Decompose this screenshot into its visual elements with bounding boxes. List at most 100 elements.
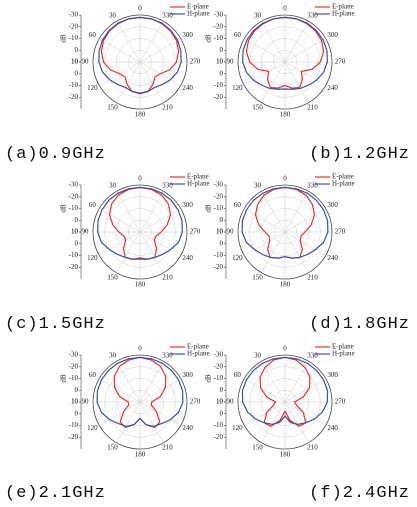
grid-spoke [139, 208, 181, 233]
r-tick-label: 0 [220, 386, 224, 394]
angle-label: 0 [283, 175, 287, 183]
r-tick-label: -10 [69, 204, 79, 212]
angle-label: 30 [109, 352, 117, 360]
r-tick-label: 10 [216, 228, 224, 236]
angle-label: 30 [254, 12, 262, 20]
angle-label: 180 [280, 281, 291, 289]
grid-spoke [139, 401, 181, 426]
grid-spoke [139, 401, 164, 443]
polar-plot: 0306090120150180210240270300330101000-10… [60, 343, 210, 459]
angle-label: 270 [190, 228, 201, 236]
r-tick-label: 0 [220, 239, 224, 247]
angle-label: 210 [162, 274, 173, 282]
angle-label: 0 [283, 345, 287, 353]
angle-label: 150 [107, 444, 118, 452]
r-tick-label: 0 [75, 69, 79, 77]
grid-spoke [284, 208, 326, 233]
angle-label: 180 [135, 451, 146, 459]
angle-label: 270 [335, 58, 346, 66]
grid-spoke [139, 231, 181, 256]
r-tick-label: -10 [69, 251, 79, 259]
angle-label: 210 [307, 444, 318, 452]
angle-label: 330 [307, 352, 318, 360]
grid-spoke [139, 361, 164, 403]
legend-label: E-plane [187, 173, 209, 181]
pattern-line [259, 356, 311, 428]
angle-label: 210 [162, 104, 173, 112]
polar-plot: 0306090120150180210240270300330101000-10… [205, 3, 355, 119]
grid-spoke [116, 361, 141, 403]
angle-label: 120 [87, 424, 98, 432]
r-tick-label: -10 [214, 34, 224, 42]
angle-label: 90 [227, 228, 235, 236]
legend-label: H-plane [187, 180, 210, 188]
r-tick-label: 10 [71, 228, 79, 236]
r-tick-label: -20 [214, 192, 224, 200]
r-tick-label: -10 [214, 204, 224, 212]
legend-label: H-plane [332, 350, 355, 358]
r-tick-label: -10 [69, 421, 79, 429]
grid-spoke [99, 231, 141, 256]
r-tick-label: -10 [214, 421, 224, 429]
r-tick-label: -30 [69, 181, 79, 189]
angle-label: 180 [280, 111, 291, 119]
r-tick-label: 10 [71, 228, 79, 236]
grid-spoke [139, 191, 164, 233]
angle-label: 330 [307, 182, 318, 190]
grid-spoke [116, 21, 141, 63]
grid-spoke [116, 401, 141, 443]
angle-label: 150 [107, 274, 118, 282]
angle-label: 120 [87, 254, 98, 262]
r-tick-label: -20 [214, 433, 224, 441]
grid-spoke [261, 191, 286, 233]
grid-spoke [284, 21, 309, 63]
angle-label: 0 [283, 5, 287, 13]
angle-label: 120 [232, 84, 243, 92]
angle-label: 60 [89, 371, 97, 379]
r-tick-label: 0 [220, 46, 224, 54]
grid-spoke [284, 401, 326, 426]
angle-label: 90 [82, 398, 90, 406]
angle-label: 180 [280, 451, 291, 459]
grid-spoke [139, 231, 164, 273]
angle-label: 210 [307, 274, 318, 282]
polar-plot: 0306090120150180210240270300330101000-10… [60, 173, 210, 289]
angle-label: 30 [109, 12, 117, 20]
legend-label: E-plane [332, 173, 354, 181]
r-tick-label: -30 [69, 11, 79, 19]
grid-spoke [261, 21, 286, 63]
r-tick-label: -30 [214, 351, 224, 359]
grid-spoke [284, 231, 326, 256]
angle-label: 180 [135, 111, 146, 119]
angle-label: 180 [135, 281, 146, 289]
angle-label: 60 [234, 31, 242, 39]
grid-spoke [284, 61, 309, 103]
grid-spoke [284, 401, 309, 443]
angle-label: 270 [335, 228, 346, 236]
grid-spoke [244, 208, 286, 233]
r-tick-label: 0 [75, 46, 79, 54]
legend-label: H-plane [332, 180, 355, 188]
angle-label: 300 [182, 201, 193, 209]
legend-label: E-plane [187, 3, 209, 11]
angle-label: 150 [252, 444, 263, 452]
r-tick-label: 10 [216, 228, 224, 236]
angle-label: 30 [254, 352, 262, 360]
angle-label: 120 [87, 84, 98, 92]
angle-label: 300 [182, 371, 193, 379]
pattern-line [98, 16, 182, 94]
grid-spoke [139, 378, 181, 403]
r-tick-label: -20 [69, 192, 79, 200]
r-axis-label: dB [205, 204, 213, 213]
r-tick-label: 10 [216, 58, 224, 66]
angle-label: 330 [307, 12, 318, 20]
r-tick-label: 0 [75, 409, 79, 417]
angle-label: 60 [89, 201, 97, 209]
angle-label: 0 [138, 175, 142, 183]
pattern-line [241, 186, 329, 259]
angle-label: 150 [252, 274, 263, 282]
r-tick-label: -10 [214, 374, 224, 382]
legend-label: H-plane [332, 10, 355, 18]
legend-label: H-plane [187, 10, 210, 18]
